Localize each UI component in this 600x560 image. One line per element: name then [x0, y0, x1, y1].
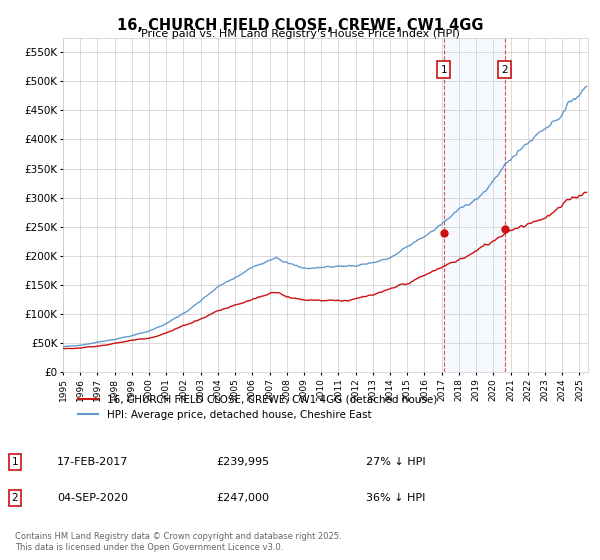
Text: Price paid vs. HM Land Registry's House Price Index (HPI): Price paid vs. HM Land Registry's House …: [140, 29, 460, 39]
Text: 36% ↓ HPI: 36% ↓ HPI: [366, 493, 425, 503]
Text: 2: 2: [11, 493, 19, 503]
Text: 1: 1: [11, 457, 19, 467]
Text: 17-FEB-2017: 17-FEB-2017: [57, 457, 128, 467]
Text: 2: 2: [502, 64, 508, 74]
Text: 27% ↓ HPI: 27% ↓ HPI: [366, 457, 425, 467]
Bar: [444, 38, 505, 372]
Text: 16, CHURCH FIELD CLOSE, CREWE, CW1 4GG: 16, CHURCH FIELD CLOSE, CREWE, CW1 4GG: [117, 18, 483, 33]
Text: 04-SEP-2020: 04-SEP-2020: [57, 493, 128, 503]
Text: £247,000: £247,000: [216, 493, 269, 503]
Text: 1: 1: [440, 64, 447, 74]
Text: Contains HM Land Registry data © Crown copyright and database right 2025.
This d: Contains HM Land Registry data © Crown c…: [15, 532, 341, 552]
Legend: 16, CHURCH FIELD CLOSE, CREWE, CW1 4GG (detached house), HPI: Average price, det: 16, CHURCH FIELD CLOSE, CREWE, CW1 4GG (…: [73, 391, 441, 424]
Text: £239,995: £239,995: [216, 457, 269, 467]
